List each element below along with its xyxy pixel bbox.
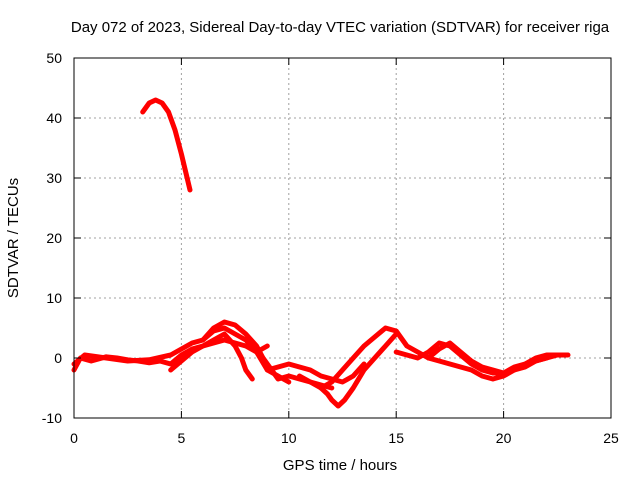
y-axis-label: SDTVAR / TECUs <box>5 178 22 298</box>
x-tick-label: 20 <box>496 430 512 446</box>
x-tick-label: 10 <box>281 430 297 446</box>
series-line-arc-5 <box>200 319 335 391</box>
y-tick-label: 10 <box>46 290 62 306</box>
y-tick-label: 0 <box>54 350 62 366</box>
y-tick-label: -10 <box>42 410 62 426</box>
axis-ticks <box>73 57 612 419</box>
y-tick-label: 20 <box>46 230 62 246</box>
chart-title: Day 072 of 2023, Sidereal Day-to-day VTE… <box>71 19 610 36</box>
series-line-arc-6 <box>264 361 367 385</box>
x-axis-tick-labels: 0 5 10 15 20 25 <box>70 430 619 446</box>
x-tick-label: 5 <box>178 430 186 446</box>
x-tick-label: 15 <box>388 430 404 446</box>
y-tick-label: 40 <box>46 110 62 126</box>
x-axis-label: GPS time / hours <box>283 457 397 474</box>
series-line-arc-10 <box>425 340 560 376</box>
x-tick-label: 0 <box>70 430 78 446</box>
series-group <box>71 97 571 409</box>
series-line-arc-1 <box>140 97 193 193</box>
series-line-arc-4 <box>168 331 255 382</box>
y-axis-tick-labels: -10 0 10 20 30 40 50 <box>42 50 62 426</box>
y-tick-label: 30 <box>46 170 62 186</box>
x-tick-label: 25 <box>603 430 619 446</box>
y-tick-label: 50 <box>46 50 62 66</box>
